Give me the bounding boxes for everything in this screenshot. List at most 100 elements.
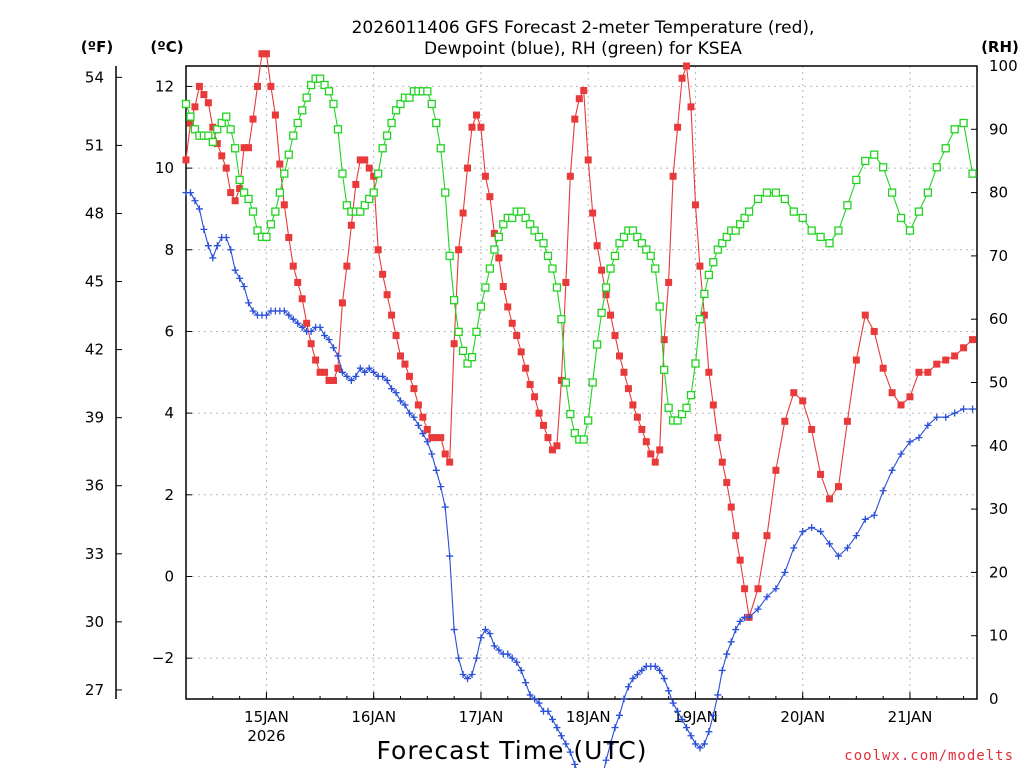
2-meter-temperature-point (696, 262, 704, 270)
2-meter-temperature-point (455, 246, 463, 254)
rh-point (744, 207, 754, 216)
rh-point (485, 264, 495, 273)
2-meter-temperature-point (575, 95, 583, 103)
dewpoint-point (674, 707, 682, 715)
2-meter-temperature-point (799, 397, 807, 405)
2-meter-temperature-point (182, 156, 190, 164)
rh-point (266, 220, 276, 229)
2-meter-temperature-point (642, 438, 650, 446)
celsius-tick-label: 4 (164, 404, 174, 422)
rh-point (664, 403, 673, 412)
2-meter-temperature-point (540, 421, 548, 429)
2-meter-temperature-point (544, 434, 552, 442)
dewpoint-point (745, 613, 753, 621)
rh-point (494, 232, 503, 242)
rh-point (843, 201, 852, 210)
2-meter-temperature-point (584, 156, 592, 164)
rh-tick-label: 80 (989, 184, 1008, 202)
x-tick-label: 19JAN (673, 708, 718, 726)
fahrenheit-tick-label: 39 (85, 409, 104, 427)
2-meter-temperature-point (414, 401, 422, 409)
2-meter-temperature-point (593, 242, 601, 250)
rh-point (695, 315, 705, 324)
2-meter-temperature-point (580, 87, 588, 95)
rh-point (190, 125, 200, 134)
rh-point (302, 93, 311, 102)
2-meter-temperature-point (423, 425, 431, 433)
dewpoint-point (481, 626, 489, 634)
rh-point (342, 201, 352, 210)
dewpoint-point (888, 466, 896, 474)
dewpoint-point (754, 605, 762, 613)
2-meter-temperature-point (969, 336, 977, 344)
rh-point (423, 87, 432, 96)
dewpoint-point (660, 675, 668, 683)
dewpoint-point (249, 307, 257, 315)
rh-point (539, 239, 548, 248)
rh-point (566, 409, 575, 419)
2-meter-temperature-point (352, 180, 360, 188)
2-meter-temperature-point (209, 123, 217, 131)
2-meter-temperature-point (665, 278, 673, 286)
rh-point (275, 188, 284, 197)
dewpoint-point (209, 254, 217, 262)
rh-point (262, 232, 271, 242)
rh-point (968, 169, 977, 178)
dewpoint-point (665, 687, 673, 695)
2-meter-temperature-point (325, 376, 333, 384)
rh-point (534, 232, 544, 242)
celsius-tick-label: 2 (164, 486, 174, 504)
rh-point (914, 207, 924, 216)
dewpoint-point (535, 699, 543, 707)
rh-unit-label: (RH) (981, 38, 1019, 56)
rh-point (834, 226, 843, 235)
rh-point (660, 365, 669, 374)
2-meter-temperature-point (718, 458, 726, 466)
dewpoint-point (723, 650, 731, 658)
rh-point (691, 359, 700, 368)
2-meter-temperature-point (647, 450, 655, 458)
rh-point (606, 264, 615, 273)
dewpoint-point (629, 675, 637, 683)
dewpoint-point (477, 634, 485, 642)
chart-title-line2: Dewpoint (blue), RH (green) for KSEA (424, 39, 742, 59)
2-meter-temperature-line (185, 53, 973, 618)
dewpoint-point (557, 732, 565, 740)
dewpoint-point (897, 450, 905, 458)
dewpoint-point (338, 368, 346, 376)
rh-point (735, 220, 745, 229)
rh-point (481, 283, 490, 292)
2-meter-temperature-point (262, 50, 270, 58)
2-meter-temperature-point (620, 368, 628, 376)
rh-point (329, 99, 338, 109)
2-meter-temperature-point (683, 62, 691, 70)
dewpoint-point (450, 626, 458, 634)
2-meter-temperature-point (888, 389, 896, 397)
rh-point (642, 245, 651, 254)
dewpoint-point (495, 646, 503, 654)
dewpoint-point (446, 552, 454, 560)
2-meter-temperature-point (361, 156, 369, 164)
dewpoint-point (361, 368, 369, 376)
dewpoint-point (553, 724, 561, 732)
2-meter-temperature-point (432, 434, 440, 442)
dewpoint-point (879, 487, 887, 495)
dewpoint-point (960, 405, 968, 413)
dewpoint-point (321, 332, 329, 340)
2-meter-temperature-point (504, 303, 512, 311)
dewpoint-point (678, 715, 686, 723)
rh-point (396, 99, 405, 109)
dewpoint-point (352, 372, 360, 380)
dewpoint-point (186, 189, 194, 197)
celsius-tick-label: 12 (155, 77, 174, 95)
rh-point (324, 87, 334, 96)
dewpoint-point (763, 593, 771, 601)
2-meter-temperature-point (441, 450, 449, 458)
dewpoint-point (808, 523, 816, 531)
2-meter-temperature-point (678, 74, 686, 82)
rh-point (561, 378, 571, 387)
dewpoint-point (419, 430, 427, 438)
dewpoint-point (669, 699, 677, 707)
2-meter-temperature-point (316, 368, 324, 376)
rh-point (356, 207, 365, 216)
